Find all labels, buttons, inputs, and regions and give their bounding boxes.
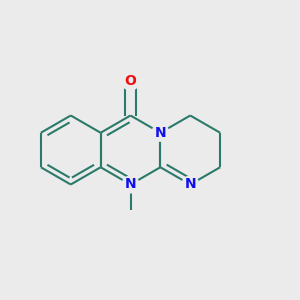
Text: N: N [125,178,136,191]
Text: N: N [184,178,196,191]
Text: N: N [154,126,166,140]
Circle shape [152,124,169,141]
Circle shape [122,72,140,90]
Circle shape [122,176,139,193]
Text: O: O [124,74,136,88]
Circle shape [182,176,199,193]
